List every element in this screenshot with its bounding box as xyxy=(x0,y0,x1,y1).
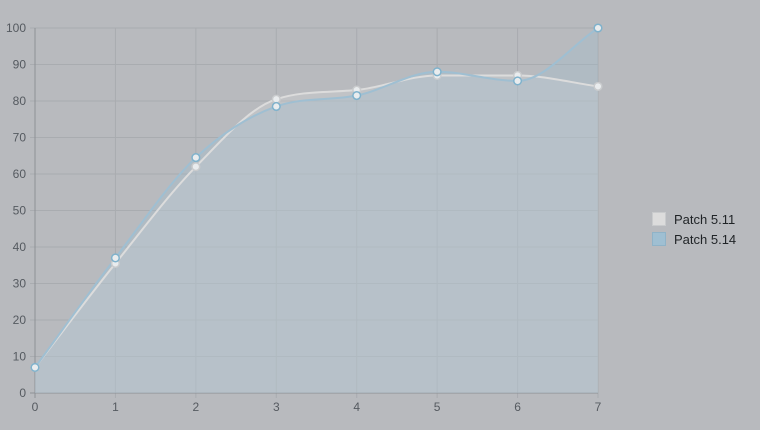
y-tick-label: 100 xyxy=(6,21,26,35)
x-tick-label: 7 xyxy=(595,400,602,414)
legend-label: Patch 5.14 xyxy=(674,231,737,247)
data-point-series-1 xyxy=(271,94,281,104)
x-tick-label: 6 xyxy=(514,400,521,414)
legend-item-series-2[interactable]: Patch 5.14 xyxy=(652,229,736,249)
data-point-series-2 xyxy=(352,90,362,101)
data-point-series-1 xyxy=(593,81,603,91)
y-tick-label: 80 xyxy=(13,94,27,108)
legend: Patch 5.11 Patch 5.14 xyxy=(652,209,736,249)
x-tick-label: 5 xyxy=(434,400,441,414)
x-tick-label: 3 xyxy=(273,400,280,414)
legend-item-series-1[interactable]: Patch 5.11 xyxy=(652,209,736,229)
axes xyxy=(34,28,598,394)
series-fills xyxy=(35,28,598,393)
x-tick-label: 1 xyxy=(112,400,119,414)
y-tick-label: 30 xyxy=(13,277,27,291)
data-point-series-1 xyxy=(191,162,201,172)
x-tick-label: 4 xyxy=(353,400,360,414)
tick-labels: 0 10 20 30 40 50 60 70 80 90 100 0 1 2 3 4 5 6 7 xyxy=(6,21,602,414)
data-point-series-2 xyxy=(513,76,523,86)
legend-label: Patch 5.11 xyxy=(674,211,736,227)
y-tick-label: 0 xyxy=(19,386,26,400)
y-tick-label: 40 xyxy=(13,240,27,254)
y-tick-label: 70 xyxy=(13,131,27,145)
data-point-series-2 xyxy=(191,153,201,163)
data-point-series-2 xyxy=(432,67,442,77)
data-point-series-2 xyxy=(593,23,603,33)
x-tick-label: 0 xyxy=(32,400,39,414)
series-fill-2 xyxy=(35,28,598,393)
y-tick-label: 90 xyxy=(13,58,27,72)
x-tick-label: 2 xyxy=(193,400,200,414)
legend-swatch xyxy=(652,232,666,246)
legend-swatch xyxy=(652,212,666,226)
series-fill-1 xyxy=(35,75,598,393)
y-tick-label: 10 xyxy=(13,350,27,364)
y-tick-label: 20 xyxy=(13,313,27,327)
data-point-series-2 xyxy=(271,101,281,112)
y-tick-label: 60 xyxy=(13,167,27,181)
data-point-series-2 xyxy=(30,362,40,373)
data-points xyxy=(30,23,603,373)
data-point-series-2 xyxy=(110,253,120,263)
y-tick-label: 50 xyxy=(13,204,27,218)
